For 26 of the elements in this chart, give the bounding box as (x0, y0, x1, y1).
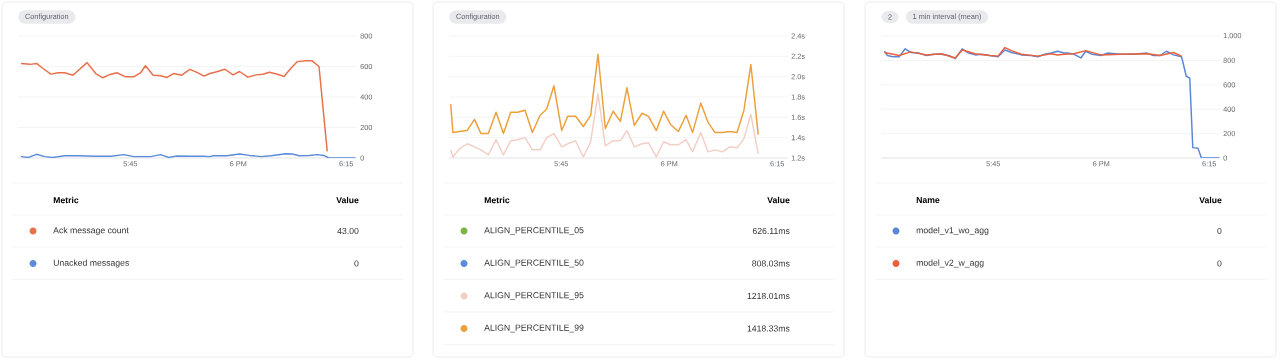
text: 808.03ms (752, 260, 790, 267)
line-series (450, 93, 759, 158)
text: Value (767, 196, 790, 204)
legend-label: ALIGN_PERCENTILE_50 (484, 259, 584, 268)
text: 43.00 (337, 227, 359, 235)
legend-title: Name (916, 196, 940, 204)
text: 0 (1217, 227, 1222, 235)
legend-label: model_v1_wo_agg (916, 226, 989, 236)
legend-label: Unacked messages (53, 259, 129, 268)
legend-title: Metric (53, 196, 79, 204)
line-series (883, 46, 1183, 59)
legend-title: Metric (484, 196, 510, 204)
legend-label: ALIGN_PERCENTILE_95 (484, 292, 584, 300)
text: 626.11ms (752, 227, 790, 235)
text: 0 (354, 260, 359, 267)
text: 1218.01ms (747, 292, 790, 300)
text: Value (336, 196, 359, 204)
legend-label: Ack message count (53, 226, 129, 236)
line-series (20, 60, 328, 153)
text: 1418.33ms (747, 325, 790, 332)
text: 0 (1217, 260, 1222, 267)
legend-label: ALIGN_PERCENTILE_05 (484, 227, 584, 235)
legend-label: ALIGN_PERCENTILE_99 (484, 324, 584, 333)
text: Value (1199, 196, 1222, 204)
line-series (450, 53, 759, 136)
legend-label: model_v2_w_agg (916, 259, 984, 268)
